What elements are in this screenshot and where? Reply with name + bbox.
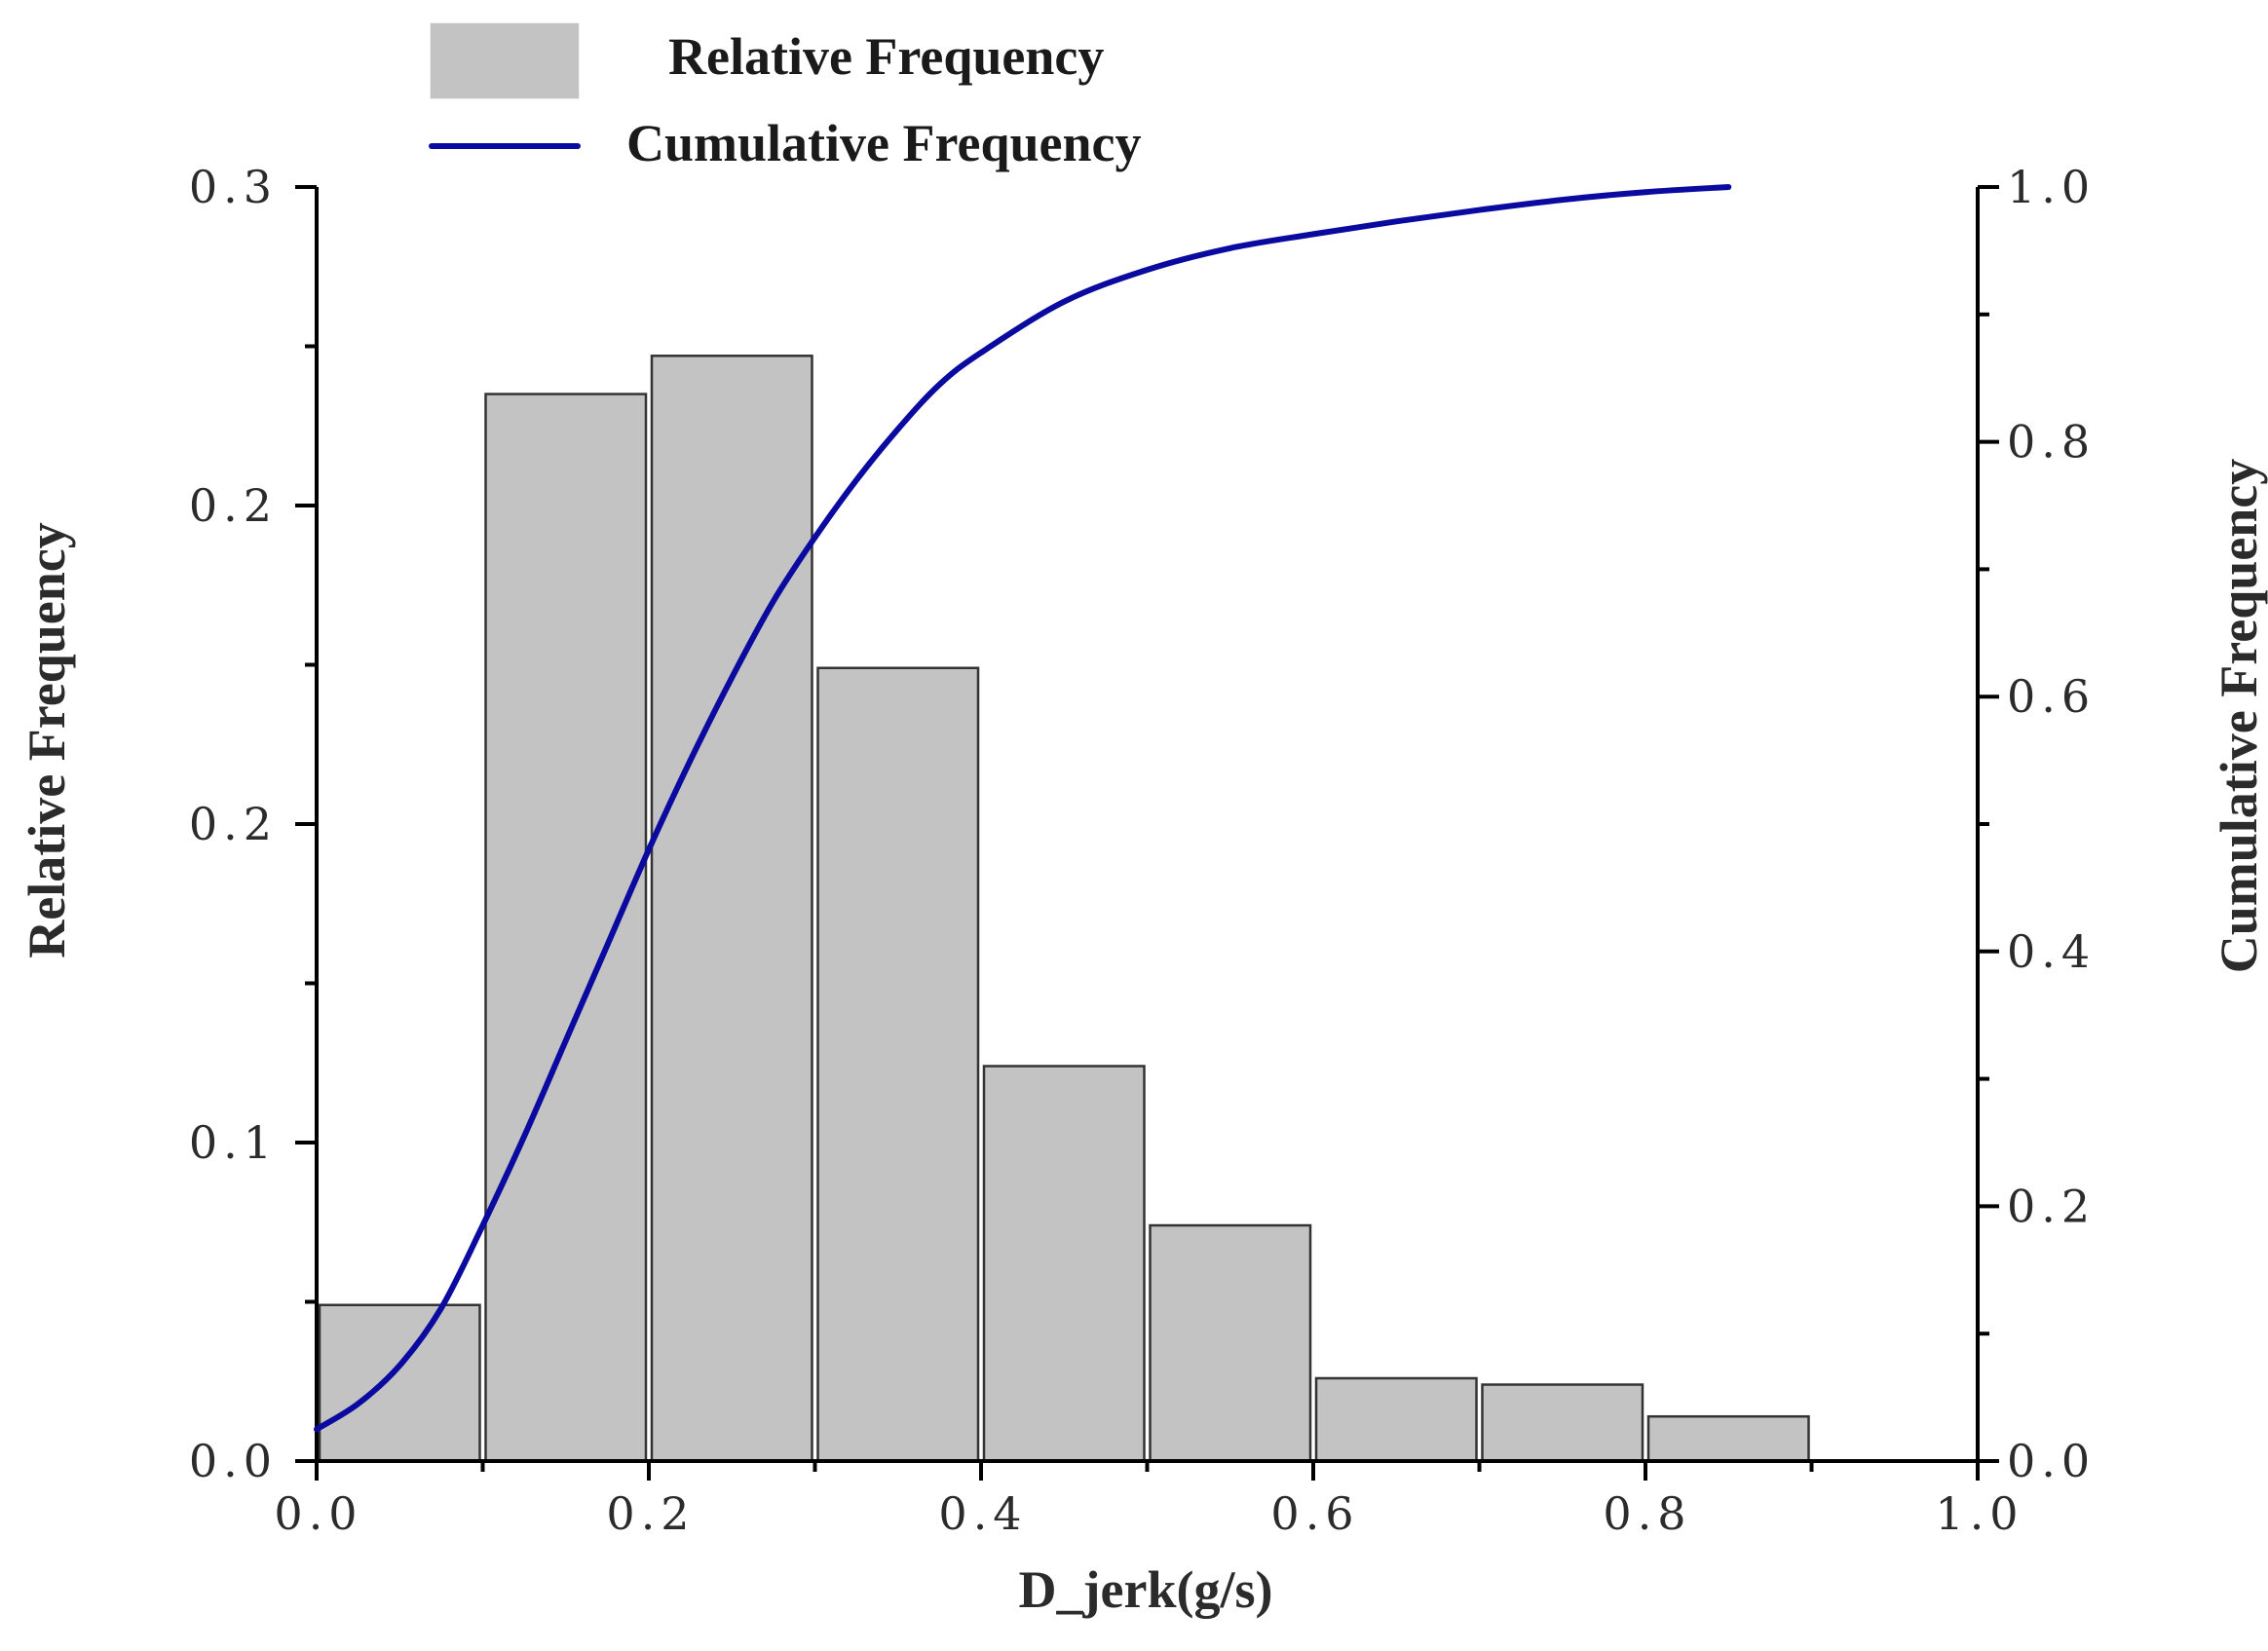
y2-tick-label: 0.2 [2007,1180,2096,1232]
y-tick-label: 0.2 [189,798,278,850]
cumulative-frequency-line [314,184,1732,1433]
y2-tick-label: 0.6 [2007,670,2096,723]
bar-8 [1646,1414,1810,1463]
bar-0 [318,1303,481,1463]
y-axis-title: Relative Frequency [18,522,76,957]
y-tick-label: 0.1 [189,1116,278,1169]
x-axis-title: D_jerk(g/s) [1019,1560,1273,1619]
y-tick-label: 0.3 [189,161,278,213]
y2-tick-label: 0.0 [2007,1435,2096,1487]
bar-1 [484,393,648,1463]
y2-tick-label: 1.0 [2007,161,2096,213]
y2-tick-label: 0.4 [2007,925,2096,978]
x-tick-label: 0.6 [1270,1487,1359,1540]
y-tick-label: 0.0 [189,1435,278,1487]
bar-5 [1149,1223,1312,1463]
ticks-layer: 0.00.10.20.20.30.00.20.40.60.81.00.0 0.2 0… [189,161,2096,1540]
y2-axis-title: Cumulative Frequency [2210,459,2268,973]
x-tick-label: 0.2 [606,1487,695,1540]
x-tick-label: 0.4 [938,1487,1027,1540]
y-tick-label: 0.2 [189,479,278,532]
bar-6 [1314,1376,1478,1463]
bar-4 [982,1065,1146,1463]
legend-label-relative: Relative Frequency [668,27,1104,86]
bar-7 [1481,1383,1644,1463]
legend-label-cumulative: Cumulative Frequency [626,114,1141,172]
bar-2 [650,355,813,1463]
legend-bar-swatch [430,22,580,99]
bars-layer [318,355,1810,1463]
x-tick-label: 0.0 [274,1487,362,1540]
x-tick-label: 0.8 [1603,1487,1691,1540]
y2-tick-label: 0.8 [2007,416,2096,469]
x-tick-label: 1.0 [1935,1487,2023,1540]
bar-3 [816,666,980,1463]
legend: Relative Frequency Cumulative Frequency [429,22,1141,172]
